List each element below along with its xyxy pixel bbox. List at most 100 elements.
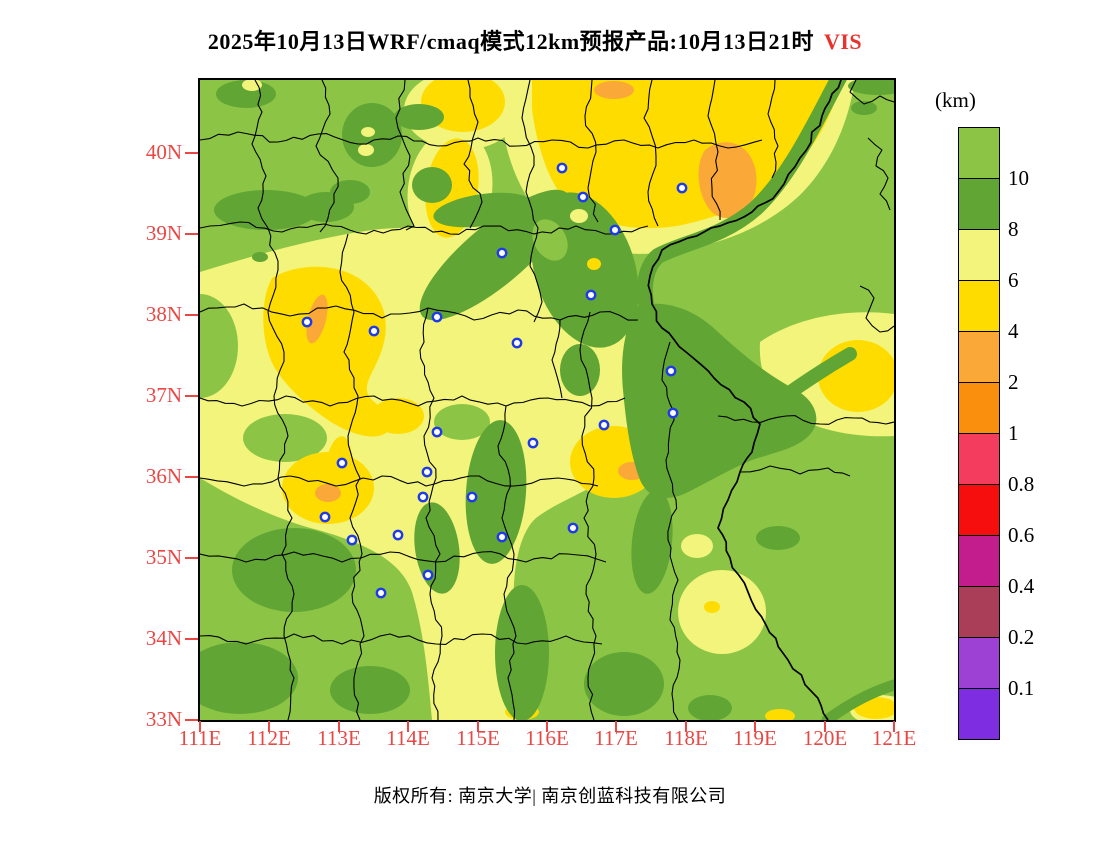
admin-boundary-line (200, 221, 649, 235)
city-marker-icon (431, 426, 443, 438)
admin-boundary-line (267, 227, 295, 720)
region-fill-layer (200, 80, 894, 720)
legend-swatch (959, 434, 999, 485)
legend-swatch (959, 638, 999, 689)
lat-tick-mark (185, 152, 198, 154)
lon-tick-label: 112E (247, 726, 291, 750)
title-text: 2025年10月13日WRF/cmaq模式12km预报产品:10月13日21时 (207, 29, 814, 54)
lon-tick-mark (546, 721, 548, 732)
legend-swatch (959, 179, 999, 230)
title-variable-tag: VIS (823, 29, 863, 54)
admin-boundary-line (463, 80, 483, 229)
legend-value-label: 4 (1008, 319, 1019, 343)
lat-tick-label: 38N (145, 302, 182, 326)
lon-tick-mark (477, 721, 479, 732)
lat-tick-label: 33N (145, 707, 182, 731)
lon-tick-label: 117E (594, 726, 638, 750)
city-marker-icon (665, 365, 677, 377)
lon-tick-label: 116E (525, 726, 569, 750)
lat-tick-mark (185, 314, 198, 316)
legend-swatch (959, 281, 999, 332)
legend-swatch (959, 128, 999, 179)
lat-tick-mark (185, 638, 198, 640)
lon-tick-mark (338, 721, 340, 732)
legend-value-label: 8 (1008, 217, 1019, 241)
admin-boundary-line (551, 319, 563, 399)
admin-boundary-line (200, 475, 599, 487)
legend-value-label: 0.8 (1008, 472, 1035, 496)
lon-tick-label: 118E (664, 726, 708, 750)
city-marker-icon (676, 182, 688, 194)
legend-value-label: 0.4 (1008, 574, 1035, 598)
city-marker-icon (392, 529, 404, 541)
lat-tick-mark (185, 476, 198, 478)
city-marker-icon (346, 534, 358, 546)
admin-boundary-line (200, 633, 603, 645)
lat-tick-label: 34N (145, 626, 182, 650)
lon-tick-label: 113E (317, 726, 361, 750)
legend-value-label: 6 (1008, 268, 1019, 292)
city-marker-icon (556, 162, 568, 174)
admin-boundary-line (579, 311, 597, 720)
lon-tick-mark (685, 721, 687, 732)
city-marker-icon (319, 511, 331, 523)
lat-tick-label: 35N (145, 545, 182, 569)
copyright-footer: 版权所有: 南京大学| 南京创蓝科技有限公司 (373, 786, 727, 806)
lon-tick-label: 121E (871, 726, 917, 750)
city-marker-icon (431, 311, 443, 323)
admin-boundary-line (717, 415, 894, 425)
city-marker-icon (466, 491, 478, 503)
lon-tick-mark (754, 721, 756, 732)
lat-tick-label: 37N (145, 383, 182, 407)
city-marker-icon (609, 224, 621, 236)
admin-boundary-line (339, 233, 365, 720)
lat-tick-mark (185, 233, 198, 235)
legend-swatch (959, 230, 999, 281)
city-marker-icon (421, 466, 433, 478)
admin-boundary-line (497, 405, 517, 720)
legend-swatch (959, 587, 999, 638)
city-marker-icon (598, 419, 610, 431)
legend-unit-label: (km) (935, 88, 976, 112)
lat-tick-label: 40N (145, 140, 182, 164)
admin-boundary-line (200, 551, 607, 563)
legend-swatch (959, 383, 999, 434)
city-marker-icon (585, 289, 597, 301)
admin-boundary-line (643, 80, 659, 227)
admin-boundary-line (584, 80, 599, 223)
admin-boundary-line (859, 285, 894, 333)
admin-boundary-line (200, 303, 639, 321)
admin-boundary-line (767, 80, 779, 179)
boundary-lines-layer (200, 80, 894, 720)
admin-boundary-line (849, 80, 894, 105)
legend-value-label: 0.6 (1008, 523, 1035, 547)
admin-boundary-line (200, 395, 626, 407)
lat-tick-label: 39N (145, 221, 182, 245)
legend-value-label: 2 (1008, 370, 1019, 394)
city-marker-icon (368, 325, 380, 337)
city-marker-icon (511, 337, 523, 349)
admin-boundary-line (707, 80, 721, 221)
page-title: 2025年10月13日WRF/cmaq模式12km预报产品:10月13日21时 V… (0, 24, 1070, 56)
city-marker-icon (301, 316, 313, 328)
admin-boundary-line (419, 307, 443, 720)
admin-boundary-line (517, 139, 763, 149)
lon-tick-mark (199, 721, 201, 732)
lat-tick-mark (185, 557, 198, 559)
lat-tick-mark (185, 395, 198, 397)
legend-color-bar (958, 127, 1000, 740)
legend-swatch (959, 332, 999, 383)
admin-boundary-line (739, 465, 851, 477)
legend-swatch (959, 536, 999, 587)
lon-tick-label: 119E (733, 726, 777, 750)
legend-value-label: 1 (1008, 421, 1019, 445)
map-frame (198, 78, 896, 722)
lon-tick-mark (893, 721, 895, 732)
admin-boundary-line (315, 80, 339, 233)
city-marker-icon (567, 522, 579, 534)
legend-value-label: 10 (1008, 166, 1029, 190)
city-marker-icon (336, 457, 348, 469)
admin-boundary-line (200, 131, 519, 147)
coastline (647, 80, 842, 720)
